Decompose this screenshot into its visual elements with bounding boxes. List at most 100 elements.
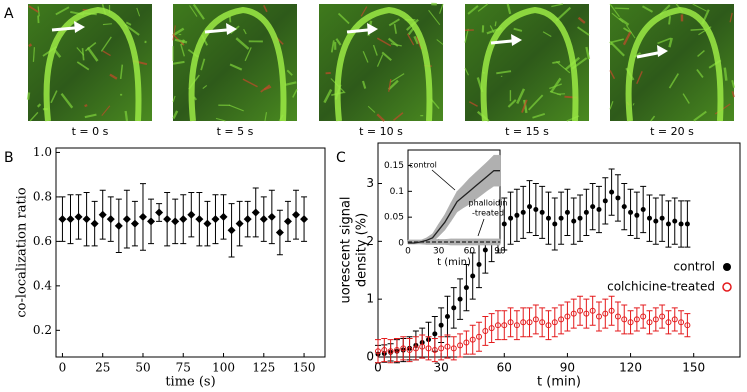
arrow-head xyxy=(226,23,237,35)
point xyxy=(558,215,564,221)
point xyxy=(74,212,83,221)
point xyxy=(463,285,469,291)
x-tick-label: 100 xyxy=(212,360,235,374)
error-bar xyxy=(463,330,470,355)
filament xyxy=(37,6,40,17)
point xyxy=(155,208,164,217)
y-tick-label: 0.6 xyxy=(33,234,52,248)
point xyxy=(300,215,309,224)
cell-edge xyxy=(43,6,142,122)
filament xyxy=(609,40,625,57)
filament xyxy=(260,84,271,93)
error-bar xyxy=(545,310,552,341)
point xyxy=(678,319,685,326)
y-axis-label: co-localization ratio xyxy=(15,187,30,317)
cell-edge xyxy=(334,6,433,122)
y-tick-label: 0 xyxy=(398,239,404,249)
filament xyxy=(124,23,140,36)
point xyxy=(451,305,457,311)
filament xyxy=(550,77,562,93)
point xyxy=(646,319,653,326)
filament xyxy=(124,110,129,122)
filament xyxy=(286,69,293,76)
filament xyxy=(521,99,528,113)
panel-label: C xyxy=(336,150,346,166)
error-bar xyxy=(621,304,628,335)
point xyxy=(163,215,172,224)
filament xyxy=(242,78,258,88)
error-bar xyxy=(476,321,483,352)
point xyxy=(501,221,507,227)
legend-label: control xyxy=(673,260,715,274)
point xyxy=(571,218,577,224)
filament xyxy=(53,49,62,58)
point xyxy=(501,322,508,329)
y-axis-label: uorescent signal xyxy=(339,196,354,303)
y-tick-label: 0 xyxy=(366,350,374,364)
filament xyxy=(174,38,188,44)
error-bar xyxy=(387,339,394,364)
point xyxy=(539,209,545,215)
filament xyxy=(668,73,679,89)
error-bar xyxy=(532,304,539,335)
filament xyxy=(102,50,111,57)
point xyxy=(589,307,596,314)
point xyxy=(438,345,445,352)
filament xyxy=(614,7,630,10)
band xyxy=(493,238,501,246)
filament xyxy=(264,112,268,122)
frame-caption: t = 5 s xyxy=(217,125,254,138)
point xyxy=(652,316,659,323)
filament xyxy=(189,5,198,17)
point xyxy=(138,212,147,221)
filament xyxy=(388,79,399,91)
point xyxy=(444,314,450,320)
filament xyxy=(388,18,400,27)
point xyxy=(526,319,533,326)
point xyxy=(602,198,608,204)
arrow xyxy=(636,51,661,59)
error-bar xyxy=(627,310,634,335)
filament xyxy=(202,84,208,89)
error-bar xyxy=(583,298,590,329)
point xyxy=(98,210,107,219)
filament xyxy=(609,70,616,80)
point xyxy=(539,319,546,326)
point xyxy=(513,322,520,329)
point xyxy=(659,215,665,221)
filament xyxy=(406,33,415,46)
filament xyxy=(215,117,226,122)
filament xyxy=(496,70,512,75)
filament xyxy=(84,113,97,119)
filament xyxy=(477,3,489,12)
filament xyxy=(618,17,630,26)
filament xyxy=(388,78,392,92)
error-bar xyxy=(678,310,685,335)
y-tick-label: 0.05 xyxy=(384,213,404,223)
point xyxy=(235,219,244,228)
filament xyxy=(542,31,552,38)
point xyxy=(665,221,671,227)
error-bar xyxy=(614,301,621,332)
point xyxy=(482,247,488,253)
filament xyxy=(668,37,673,48)
point xyxy=(653,218,659,224)
error-bar xyxy=(633,307,640,332)
error-bar xyxy=(589,295,596,326)
point xyxy=(450,345,457,352)
filament xyxy=(235,37,250,50)
filament xyxy=(692,3,707,12)
filament xyxy=(690,28,706,31)
filament xyxy=(376,37,392,47)
point xyxy=(243,215,252,224)
filament xyxy=(657,37,671,45)
point xyxy=(672,218,678,224)
point xyxy=(375,348,381,355)
legend-marker xyxy=(723,263,731,271)
point xyxy=(122,215,131,224)
x-tick-label: 150 xyxy=(293,360,316,374)
point xyxy=(469,336,476,343)
panel-label: B xyxy=(4,150,14,166)
filament xyxy=(172,27,185,37)
filament xyxy=(731,80,735,88)
